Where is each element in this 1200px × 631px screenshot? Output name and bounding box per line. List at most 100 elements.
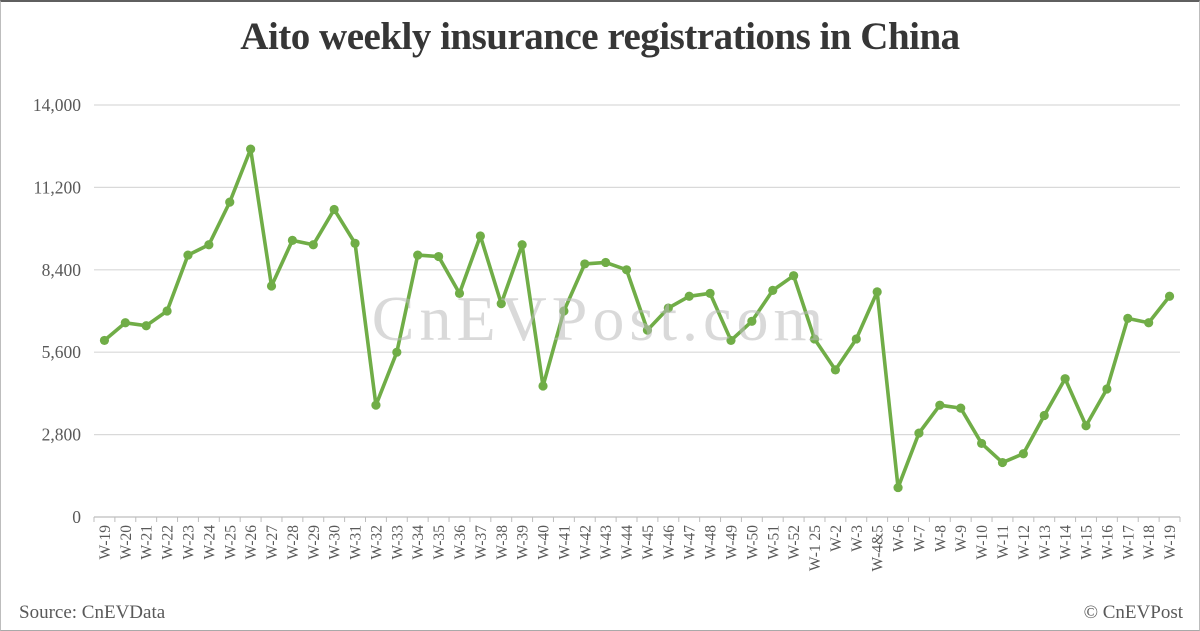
data-point-marker: [997, 457, 1008, 468]
source-label: Source: CnEVData: [19, 602, 166, 623]
x-axis-tick-label: W-23: [180, 525, 197, 560]
x-axis-tick-label: W-31: [348, 525, 365, 559]
y-axis-tick-label: 5,600: [42, 342, 82, 362]
data-point-marker: [559, 306, 569, 316]
x-axis-tick-label: W-44: [619, 525, 636, 560]
data-point-marker: [1102, 384, 1112, 394]
x-axis-tick-label: W-8: [932, 525, 949, 552]
data-point-marker: [287, 235, 298, 245]
x-axis-tick-label: W-19: [97, 525, 114, 560]
x-axis-tick-label: W-51: [765, 525, 782, 559]
x-axis-tick-label: W-37: [473, 525, 490, 560]
data-point-marker: [642, 325, 653, 335]
data-point-marker: [851, 334, 861, 344]
x-axis-tick-label: W-1 25: [807, 525, 824, 571]
x-axis-tick-label: W-11: [995, 525, 1012, 559]
data-point-marker: [413, 250, 423, 260]
data-point-marker: [350, 238, 360, 248]
x-axis-tick-label: W-30: [327, 525, 344, 560]
x-axis-tick-label: W-16: [1099, 525, 1116, 560]
data-point-marker: [496, 299, 506, 309]
data-point-marker: [684, 291, 694, 301]
x-axis-tick-label: W-35: [431, 525, 448, 560]
x-axis-tick-label: W-20: [118, 525, 135, 560]
data-point-marker: [580, 259, 590, 269]
x-axis-tick-label: W-39: [515, 525, 532, 560]
data-point-marker: [475, 231, 485, 241]
data-point-marker: [601, 257, 611, 268]
data-point-marker: [454, 288, 465, 298]
x-axis-tick-label: W-46: [661, 525, 678, 560]
data-point-marker: [809, 334, 820, 344]
data-point-marker: [162, 306, 172, 316]
x-axis-tick-label: W-9: [953, 525, 970, 552]
data-point-marker: [1164, 291, 1175, 301]
y-axis-tick-label: 11,200: [34, 177, 82, 197]
data-point-marker: [266, 281, 277, 291]
x-axis-tick-label: W-3: [849, 525, 866, 552]
x-axis-tick-label: W-4&5: [870, 525, 887, 572]
data-point-marker: [433, 251, 444, 262]
y-axis-tick-label: 8,400: [42, 260, 82, 280]
data-point-marker: [1039, 410, 1049, 421]
data-point-marker: [308, 240, 318, 250]
data-point-marker: [141, 321, 151, 331]
x-axis-tick-label: W-19: [1162, 525, 1179, 560]
x-axis-tick-label: W-7: [911, 525, 928, 552]
data-point-marker: [768, 285, 778, 295]
y-axis-tick-label: 0: [72, 507, 81, 527]
data-point-marker: [99, 335, 110, 346]
data-point-marker: [789, 271, 799, 281]
x-axis-tick-label: W-29: [306, 525, 323, 560]
x-axis-tick-label: W-12: [1016, 525, 1033, 559]
x-axis-tick-label: W-45: [640, 525, 657, 560]
data-point-marker: [1018, 449, 1028, 459]
x-axis-tick-label: W-42: [577, 525, 594, 559]
data-point-marker: [225, 197, 235, 207]
x-axis-tick-label: W-32: [368, 525, 385, 559]
x-axis-tick-label: W-40: [536, 525, 553, 560]
x-axis-tick-label: W-26: [243, 525, 260, 560]
data-point-marker: [872, 287, 882, 297]
x-axis-tick-label: W-38: [494, 525, 511, 560]
data-point-marker: [1123, 313, 1133, 323]
data-point-marker: [183, 250, 193, 260]
x-axis-tick-label: W-24: [201, 525, 218, 560]
credit-label: © CnEVPost: [1083, 602, 1183, 623]
data-point-marker: [538, 381, 548, 391]
data-point-marker: [747, 316, 757, 326]
x-axis-tick-label: W-15: [1079, 525, 1096, 560]
data-point-marker: [120, 318, 130, 328]
x-axis-tick-label: W-33: [389, 525, 406, 560]
x-axis-tick-label: W-14: [1058, 525, 1075, 560]
x-axis-tick-label: W-27: [264, 525, 281, 560]
data-point-marker: [371, 400, 381, 410]
x-axis-tick-label: W-49: [723, 525, 740, 560]
data-point-marker: [956, 403, 966, 413]
data-point-marker: [1081, 421, 1091, 431]
data-point-marker: [392, 347, 402, 357]
x-axis-tick-label: W-17: [1120, 525, 1137, 560]
data-point-marker: [663, 303, 673, 313]
data-point-marker: [621, 265, 632, 275]
x-axis-tick-label: W-6: [891, 525, 908, 552]
data-point-marker: [935, 400, 945, 410]
x-axis-tick-label: W-2: [828, 525, 845, 552]
x-axis-tick-label: W-43: [598, 525, 615, 560]
data-point-marker: [976, 438, 987, 449]
x-axis-tick-label: W-21: [139, 525, 156, 559]
data-point-marker: [1144, 318, 1154, 328]
x-axis-tick-label: W-50: [744, 525, 761, 560]
x-axis-tick-label: W-13: [1037, 525, 1054, 560]
y-axis-tick-label: 14,000: [33, 95, 81, 115]
y-axis-tick-label: 2,800: [42, 425, 82, 445]
x-axis-tick-label: W-34: [410, 525, 427, 560]
x-axis-tick-label: W-10: [974, 525, 991, 560]
x-axis-tick-label: W-28: [285, 525, 302, 560]
x-axis-tick-label: W-36: [452, 525, 469, 560]
data-point-marker: [517, 240, 527, 250]
x-axis-tick-label: W-41: [556, 525, 573, 559]
data-point-marker: [893, 482, 903, 493]
